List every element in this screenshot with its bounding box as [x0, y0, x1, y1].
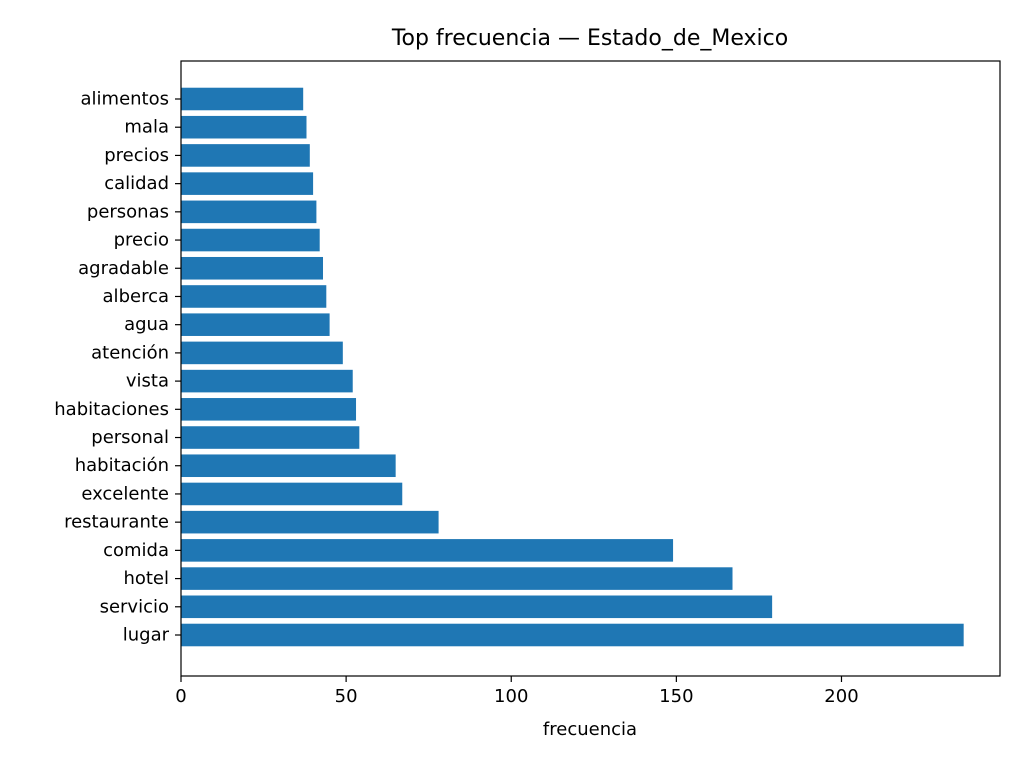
y-tick-label-personal: personal: [91, 427, 169, 448]
bar-mala: [181, 115, 307, 139]
x-tick-label-150: 150: [659, 686, 693, 707]
bar-precios: [181, 144, 310, 167]
bar-personas: [181, 200, 317, 224]
bar-personal: [181, 426, 360, 449]
y-tick-label-restaurante: restaurante: [64, 512, 169, 533]
y-tick-label-hotel: hotel: [123, 568, 169, 589]
bar-alberca: [181, 285, 327, 308]
bar-habitacion: [181, 454, 396, 478]
bar-excelente: [181, 482, 403, 506]
bar-alimentos: [181, 87, 304, 111]
x-tick-label-200: 200: [824, 686, 858, 707]
y-tick-label-personas: personas: [87, 201, 169, 222]
bar-calidad: [181, 172, 314, 195]
chart-title: Top frecuencia — Estado_de_Mexico: [391, 26, 788, 51]
x-tick-label-100: 100: [494, 686, 528, 707]
y-axis-ticks: lugar servicio hotel comida restaurante excel…: [54, 89, 181, 646]
y-tick-label-habitacion: habitación: [75, 455, 169, 476]
bar-restaurante: [181, 510, 439, 534]
bar-lugar: [181, 623, 964, 647]
y-tick-label-precio: precio: [114, 230, 169, 251]
y-tick-label-alberca: alberca: [103, 286, 169, 307]
y-tick-label-precios: precios: [104, 145, 169, 166]
y-tick-label-alimentos: alimentos: [81, 89, 170, 110]
y-tick-label-habitaciones: habitaciones: [54, 399, 169, 420]
y-tick-label-mala: mala: [124, 117, 169, 138]
bar-agua: [181, 313, 330, 336]
x-tick-label-50: 50: [335, 686, 358, 707]
x-axis-title: frecuencia: [543, 719, 637, 740]
y-tick-label-calidad: calidad: [104, 173, 169, 194]
y-tick-label-comida: comida: [103, 540, 169, 561]
bars-group: [181, 87, 964, 647]
y-tick-label-vista: vista: [126, 371, 169, 392]
bar-vista: [181, 369, 353, 393]
bar-servicio: [181, 595, 773, 619]
y-tick-label-excelente: excelente: [81, 483, 169, 504]
bar-habitaciones: [181, 398, 357, 421]
x-tick-label-0: 0: [175, 686, 186, 707]
bar-hotel: [181, 567, 733, 590]
y-tick-label-agradable: agradable: [78, 258, 169, 279]
y-tick-label-agua: agua: [124, 314, 169, 335]
y-tick-label-lugar: lugar: [123, 625, 170, 646]
plot-frame: [180, 60, 1001, 677]
bar-comida: [181, 539, 674, 562]
bar-precio: [181, 228, 320, 252]
y-tick-label-atencion: atención: [91, 342, 169, 363]
x-axis-ticks: 0 50 100 150 200: [175, 676, 859, 707]
bar-agradable: [181, 256, 324, 280]
y-tick-label-servicio: servicio: [100, 596, 169, 617]
bar-atencion: [181, 341, 343, 365]
